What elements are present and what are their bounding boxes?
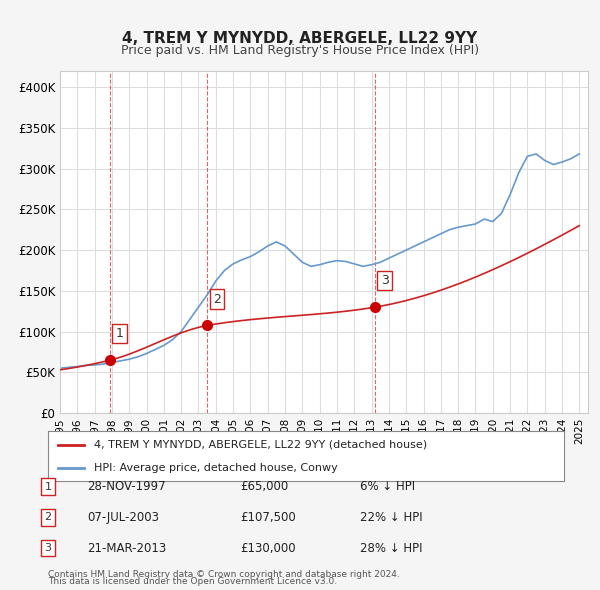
Text: Price paid vs. HM Land Registry's House Price Index (HPI): Price paid vs. HM Land Registry's House …	[121, 44, 479, 57]
Text: 1: 1	[44, 482, 52, 491]
Text: 2: 2	[212, 293, 221, 306]
Text: 21-MAR-2013: 21-MAR-2013	[87, 542, 166, 555]
Text: £130,000: £130,000	[240, 542, 296, 555]
Text: 07-JUL-2003: 07-JUL-2003	[87, 511, 159, 524]
Text: 2: 2	[44, 513, 52, 522]
Text: Contains HM Land Registry data © Crown copyright and database right 2024.: Contains HM Land Registry data © Crown c…	[48, 571, 400, 579]
Text: 28-NOV-1997: 28-NOV-1997	[87, 480, 166, 493]
Text: 3: 3	[380, 274, 388, 287]
Text: This data is licensed under the Open Government Licence v3.0.: This data is licensed under the Open Gov…	[48, 577, 337, 586]
Text: 28% ↓ HPI: 28% ↓ HPI	[360, 542, 422, 555]
Text: HPI: Average price, detached house, Conwy: HPI: Average price, detached house, Conw…	[94, 463, 338, 473]
Text: 1: 1	[116, 327, 124, 340]
Text: 3: 3	[44, 543, 52, 553]
Text: 6% ↓ HPI: 6% ↓ HPI	[360, 480, 415, 493]
Text: 22% ↓ HPI: 22% ↓ HPI	[360, 511, 422, 524]
Text: £107,500: £107,500	[240, 511, 296, 524]
Text: 4, TREM Y MYNYDD, ABERGELE, LL22 9YY (detached house): 4, TREM Y MYNYDD, ABERGELE, LL22 9YY (de…	[94, 440, 428, 450]
Text: £65,000: £65,000	[240, 480, 288, 493]
Text: 4, TREM Y MYNYDD, ABERGELE, LL22 9YY: 4, TREM Y MYNYDD, ABERGELE, LL22 9YY	[122, 31, 478, 46]
